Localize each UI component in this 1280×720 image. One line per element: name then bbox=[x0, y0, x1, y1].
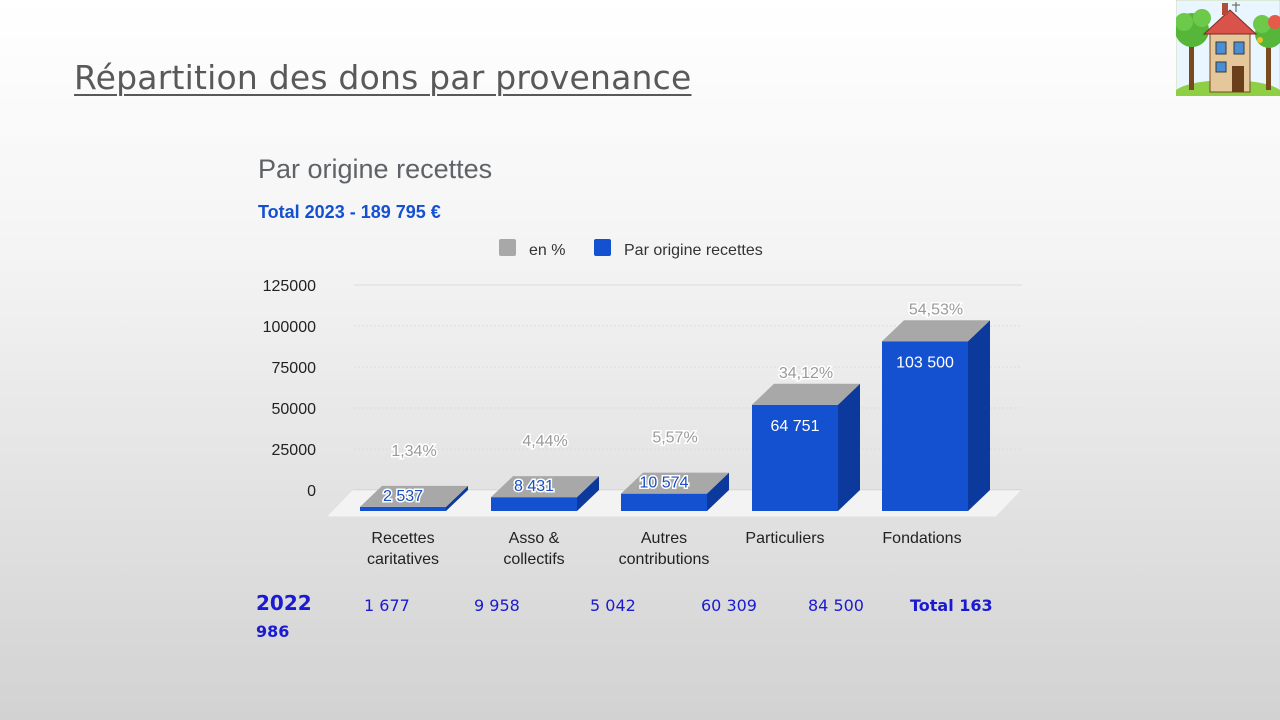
bar-percent-label: 4,44% bbox=[522, 433, 567, 450]
bar-value-label: 103 500 bbox=[896, 354, 954, 371]
legend-label-percent: en % bbox=[529, 242, 565, 259]
footer-value-asso: 9 958 bbox=[474, 596, 520, 615]
bar-percent-label: 1,34% bbox=[391, 443, 436, 460]
bar-side bbox=[577, 476, 599, 511]
chart-subtitle: Total 2023 - 189 795 € bbox=[258, 202, 441, 222]
bar-percent-label: 54,53% bbox=[909, 301, 963, 318]
bar-top bbox=[360, 485, 468, 507]
bar-group: 10 574 5,57% bbox=[621, 428, 729, 511]
x-axis: Recettes caritatives Asso & collectifs Autre… bbox=[367, 530, 962, 568]
x-tick-label: Recettes caritatives bbox=[367, 530, 439, 568]
x-tick-label: Fondations bbox=[882, 530, 961, 547]
x-tick-label: Asso & collectifs bbox=[503, 530, 564, 568]
bar-group: 64 751 34,12% bbox=[752, 363, 860, 511]
bar-value-label: 2 537 bbox=[383, 488, 423, 505]
bar-side bbox=[968, 320, 990, 511]
bar-group: 8 431 4,44% bbox=[491, 432, 599, 511]
bar-group: 2 537 1,34% bbox=[360, 441, 468, 511]
legend-swatch-percent bbox=[499, 239, 516, 256]
y-tick-label: 25000 bbox=[272, 442, 317, 459]
bar bbox=[621, 493, 707, 511]
bar-top bbox=[752, 383, 860, 405]
bar-percent-label: 5,57% bbox=[652, 430, 697, 447]
bar-top bbox=[491, 476, 599, 498]
bar bbox=[491, 497, 577, 511]
y-axis: 125000 100000 75000 50000 25000 0 bbox=[263, 278, 316, 500]
y-tick-label: 125000 bbox=[263, 278, 316, 295]
y-tick-label: 0 bbox=[307, 483, 316, 500]
bar-side bbox=[446, 485, 468, 511]
legend-swatch-recettes bbox=[594, 239, 611, 256]
footer-2022-values: 2022 1 677 9 958 5 042 60 309 84 500 Tot… bbox=[256, 590, 1016, 650]
footer-value-recettes: 1 677 bbox=[364, 596, 410, 615]
x-tick-label: Particuliers bbox=[745, 530, 824, 547]
footer-value-fondations: 84 500 bbox=[808, 596, 864, 615]
x-tick-label: Autres contributions bbox=[619, 530, 710, 568]
bar-side bbox=[838, 383, 860, 511]
bar-value-label: 64 751 bbox=[771, 418, 820, 435]
footer-value-particuliers: 60 309 bbox=[701, 596, 757, 615]
bar-top bbox=[882, 320, 990, 342]
y-tick-label: 75000 bbox=[272, 360, 317, 377]
bar-group: 103 500 54,53% bbox=[882, 300, 990, 511]
bar-top bbox=[621, 472, 729, 494]
y-tick-label: 50000 bbox=[272, 401, 317, 418]
bars: 2 537 1,34% 8 431 4,44% 10 574 5,57% 64 751 34,… bbox=[360, 300, 990, 511]
footer-total: Total 163 bbox=[910, 596, 993, 615]
footer-value-autres: 5 042 bbox=[590, 596, 636, 615]
legend: en % Par origine recettes bbox=[499, 239, 763, 259]
bar-side bbox=[707, 472, 729, 511]
bar-percent-label: 34,12% bbox=[779, 365, 833, 382]
bar bbox=[360, 506, 446, 511]
chart-title: Par origine recettes bbox=[258, 154, 492, 184]
bar-value-label: 8 431 bbox=[514, 478, 554, 495]
slide-title: Répartition des dons par provenance bbox=[74, 58, 692, 97]
legend-label-recettes: Par origine recettes bbox=[624, 242, 763, 259]
y-tick-label: 100000 bbox=[263, 319, 316, 336]
footer-total-continuation: 986 bbox=[256, 622, 290, 641]
bar bbox=[752, 404, 838, 511]
footer-year: 2022 bbox=[256, 591, 312, 615]
house-illustration bbox=[1176, 0, 1280, 96]
bar-value-label: 10 574 bbox=[640, 475, 689, 492]
bar bbox=[882, 341, 968, 511]
